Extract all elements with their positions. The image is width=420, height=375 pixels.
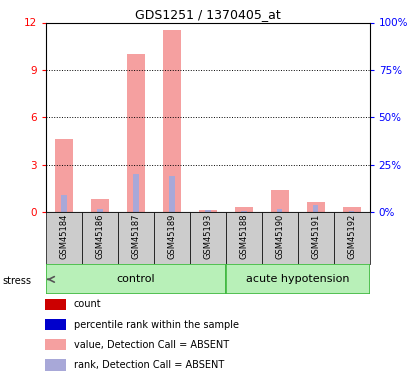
Bar [169, 176, 175, 212]
Text: GSM45191: GSM45191 [311, 213, 320, 259]
Bar [262, 212, 298, 264]
Bar [333, 212, 370, 264]
Text: GSM45184: GSM45184 [60, 213, 68, 259]
Text: GSM45187: GSM45187 [131, 213, 141, 259]
Bar [45, 299, 66, 310]
Bar [45, 319, 66, 330]
Text: GSM45192: GSM45192 [347, 213, 356, 259]
Bar [307, 202, 325, 212]
Bar [313, 205, 318, 212]
Bar [199, 210, 217, 212]
Bar [91, 199, 109, 212]
Text: GSM45188: GSM45188 [239, 213, 248, 259]
Bar [133, 174, 139, 212]
Bar [349, 211, 354, 212]
Text: GSM45193: GSM45193 [203, 213, 213, 259]
Bar [343, 207, 361, 212]
Bar [235, 207, 253, 212]
Bar [118, 212, 154, 264]
Bar [97, 209, 103, 212]
Text: stress: stress [2, 276, 31, 285]
Bar [277, 209, 283, 212]
Text: control: control [117, 274, 155, 284]
Text: count: count [74, 300, 101, 309]
Bar [127, 54, 145, 212]
Bar [45, 339, 66, 350]
Text: GSM45190: GSM45190 [275, 213, 284, 259]
Bar [298, 212, 333, 264]
Bar [163, 30, 181, 212]
Bar [226, 264, 370, 294]
Title: GDS1251 / 1370405_at: GDS1251 / 1370405_at [135, 8, 281, 21]
Text: GSM45189: GSM45189 [168, 213, 176, 259]
Bar [46, 264, 226, 294]
Bar [241, 211, 247, 212]
Bar [190, 212, 226, 264]
Bar [61, 195, 67, 212]
Text: percentile rank within the sample: percentile rank within the sample [74, 320, 239, 330]
Bar [82, 212, 118, 264]
Bar [55, 139, 73, 212]
Text: rank, Detection Call = ABSENT: rank, Detection Call = ABSENT [74, 360, 224, 370]
Bar [154, 212, 190, 264]
Bar [271, 190, 289, 212]
Text: GSM45186: GSM45186 [96, 213, 105, 259]
Bar [205, 210, 210, 212]
Bar [226, 212, 262, 264]
Bar [46, 212, 82, 264]
Text: value, Detection Call = ABSENT: value, Detection Call = ABSENT [74, 340, 229, 350]
Text: acute hypotension: acute hypotension [246, 274, 349, 284]
Bar [45, 359, 66, 370]
